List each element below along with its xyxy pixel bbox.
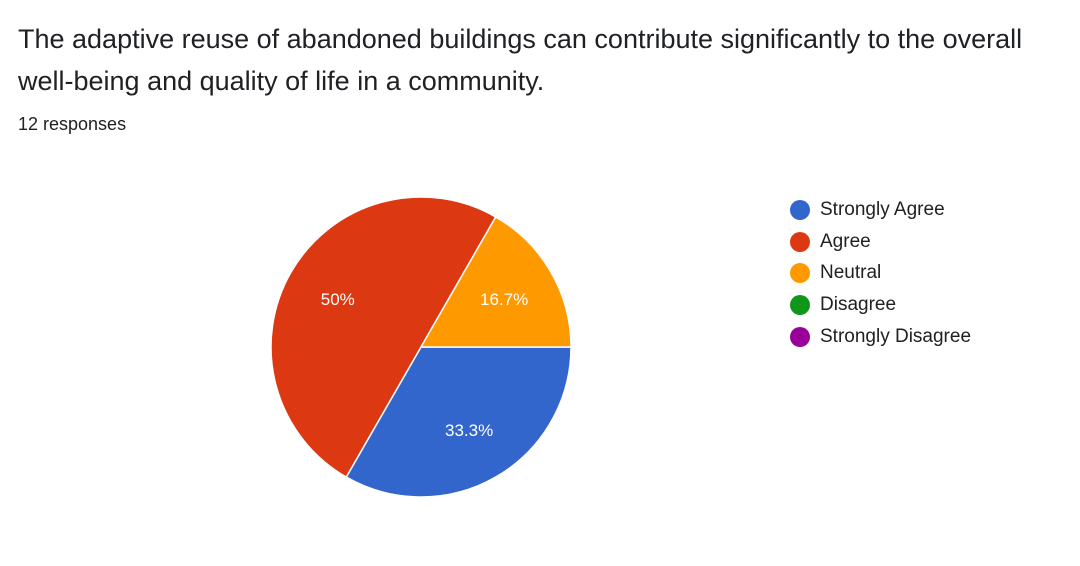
pie-slice-label: 16.7% — [480, 290, 528, 309]
pie-slice-agree[interactable] — [270, 196, 497, 479]
pie-slice-label: 33.3% — [445, 421, 493, 440]
legend-item[interactable]: Agree — [790, 226, 971, 258]
legend-label: Neutral — [820, 262, 882, 284]
legend-label: Disagree — [820, 294, 897, 316]
legend-swatch — [790, 231, 810, 252]
pie-slice-neutral[interactable] — [419, 215, 572, 348]
legend-item[interactable]: Disagree — [790, 289, 971, 321]
legend-label: Strongly Agree — [820, 198, 945, 220]
legend-label: Strongly Disagree — [820, 326, 972, 348]
legend-swatch — [790, 263, 810, 284]
legend-label: Agree — [820, 230, 871, 252]
chart-legend: Strongly Agree Agree Neutral Disagree Strong… — [790, 194, 971, 353]
legend-swatch — [790, 199, 810, 220]
legend-swatch — [790, 327, 810, 348]
legend-swatch — [790, 295, 810, 316]
legend-item[interactable]: Strongly Disagree — [790, 321, 971, 353]
pie-slice-label: 50% — [321, 290, 355, 309]
legend-item[interactable]: Neutral — [790, 258, 971, 290]
response-count: 12 responses — [18, 114, 127, 134]
legend-item[interactable]: Strongly Agree — [790, 194, 971, 226]
question-title: The adaptive reuse of abandoned building… — [18, 24, 1023, 96]
pie-slice-strongly-agree[interactable] — [345, 346, 572, 498]
